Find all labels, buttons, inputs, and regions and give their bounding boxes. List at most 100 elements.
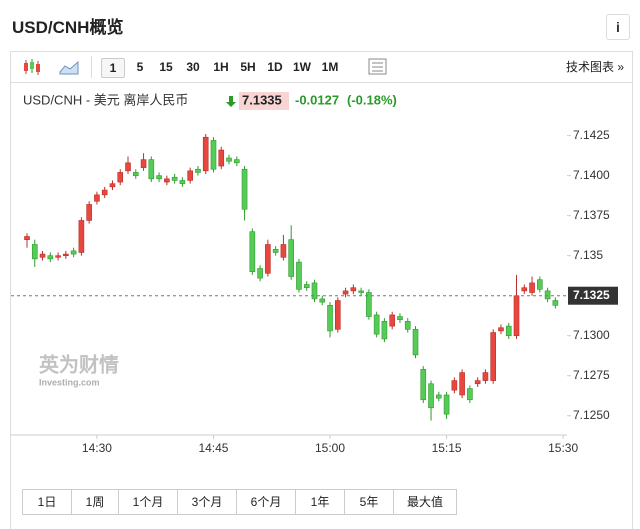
period-button[interactable]: 最大值 [406,495,443,509]
candle-body [156,175,162,180]
candle-body [47,255,54,260]
interval-button[interactable]: 30 [186,60,200,74]
candle-body [459,372,465,396]
candle-body [319,298,326,303]
candle-body [420,369,427,401]
candle-body [265,244,271,274]
y-tick-label: 7.1425 [573,128,610,142]
candle-body [280,244,287,258]
area-icon[interactable] [59,58,79,76]
interval-button[interactable]: 1D [267,60,283,74]
quote-name: USD/CNH - 美元 离岸人民币 [23,92,188,107]
y-tick-label: 7.1400 [573,168,610,182]
watermark-site: Investing.com [39,377,100,387]
watermark-brand: 英为财情 [39,352,119,376]
current-price-label: 7.1325 [573,288,610,302]
candle-body [55,255,61,258]
candle-body [451,380,458,391]
candle-body [272,248,279,253]
candle-body [288,239,294,277]
candle-body [226,157,232,162]
candle-body [373,314,380,335]
period-button[interactable]: 1周 [72,490,119,514]
candle-body [467,388,473,401]
candle-body [257,268,263,279]
candle-body [529,282,535,293]
quote-price: 7.1335 [242,92,282,107]
tech-chart-link[interactable]: 技术图表 » [565,60,624,74]
candle-body [296,261,302,290]
period-button[interactable]: 1年 [296,490,345,514]
candle-body [389,314,395,327]
candle-body [342,290,349,295]
candle-body [117,172,124,183]
period-group: 1日 1周 1个月 3个月 6个月 1年 5年 最大值 [22,489,457,515]
x-tick-label: 15:00 [315,441,345,455]
info-button[interactable]: i [606,14,630,40]
candle-body [436,394,442,399]
candle-body [381,321,388,340]
period-button[interactable]: 6个月 [237,490,296,514]
candle-body [537,279,543,290]
candle-body [125,162,131,172]
candle-body [366,292,372,317]
candle-body [202,136,209,172]
price-bg [239,92,289,110]
interval-button[interactable]: 15 [159,60,173,74]
candle-body [505,325,512,337]
interval-button[interactable]: 5 [136,60,144,74]
candle-body [218,149,225,167]
candle-body [311,282,318,300]
candle-body [397,316,403,321]
candle-body [412,329,419,356]
current-price-box [568,286,618,305]
candle-body [63,253,69,256]
candle-body [195,168,201,173]
interval-button[interactable]: 1W [293,60,311,74]
candle-body [179,180,186,184]
y-tick-label: 7.135 [573,248,603,262]
candle-body [94,194,100,202]
candle-icon[interactable] [21,58,43,76]
candle-body [303,284,310,289]
separator [91,56,92,78]
interval-button[interactable]: 5H [240,60,256,74]
interval-button[interactable]: 1H [213,60,229,74]
candle-body [101,189,108,196]
period-button[interactable]: 1个月 [119,490,178,514]
candle-body [148,159,155,180]
chart: USD/CNH - 美元 离岸人民币 7.1335 -0.0127 (-0.18… [11,92,618,455]
quote-change: -0.0127 [295,92,339,107]
period-button[interactable]: 5年 [345,490,394,514]
candle-body [31,244,38,260]
candle-body [443,394,450,415]
candle-body [187,170,193,181]
x-tick-label: 14:45 [198,441,228,455]
period-button[interactable]: 1日 [23,490,72,514]
period-button[interactable]: 3个月 [178,490,237,514]
candle-body [24,236,30,240]
interval-button[interactable]: 1M [321,60,339,74]
candle-body [109,183,116,188]
settings-icon[interactable] [368,58,388,76]
candle-body [164,178,170,183]
x-tick-label: 15:15 [432,441,462,455]
candle-body [428,383,434,409]
candle-body [132,172,139,176]
candle-body [404,321,411,330]
chart-panel: USD/CNH - 美元 离岸人民币 7.1335 -0.0127 (-0.18… [10,83,633,529]
candle-body [233,159,240,164]
candle-body [334,300,341,330]
candle-body [210,140,217,170]
candle-body [544,290,551,300]
candle-body [358,290,364,293]
candle-body [70,250,77,255]
candle-body [171,176,178,181]
candle-body [327,305,333,332]
y-tick-label: 7.1275 [573,368,610,382]
interval-button[interactable]: 1 [101,58,125,78]
toolbar: 技术图表 » 1 5 15 30 1H 5H 1D 1W 1M [10,51,633,83]
candle-body [498,327,504,332]
candle-body [86,204,92,221]
